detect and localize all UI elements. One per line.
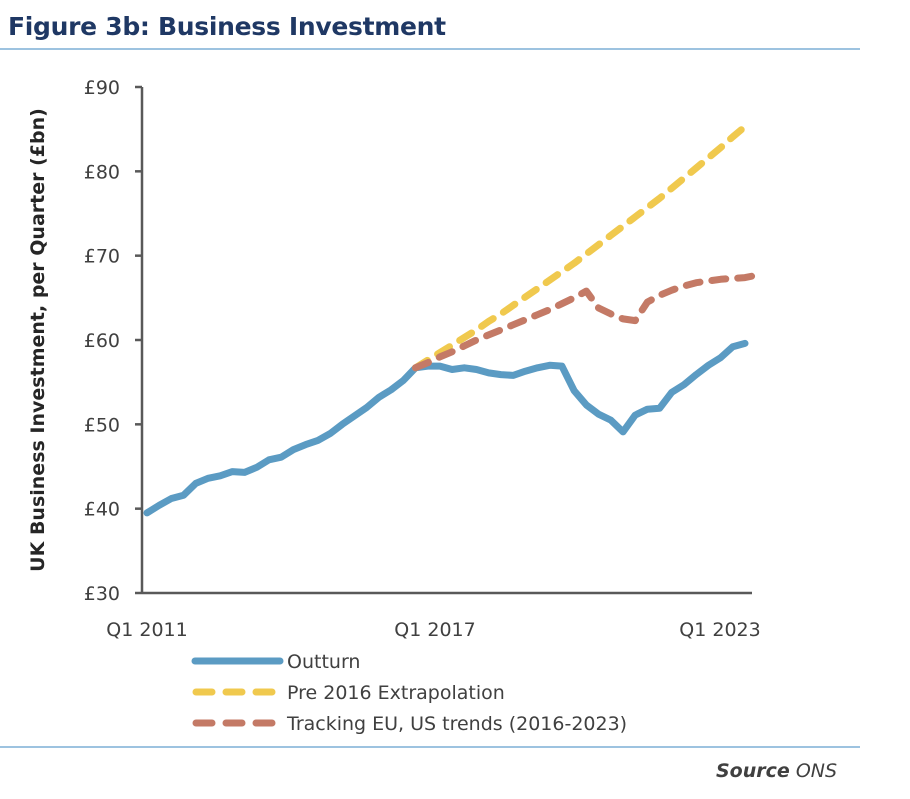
legend: Outturn Pre 2016 Extrapolation Tracking EU… (191, 651, 627, 735)
x-tick-label: Q1 2023 (679, 619, 760, 641)
y-tick-label: £60 (84, 330, 120, 352)
footer-rule (0, 746, 860, 748)
legend-label: Pre 2016 Extrapolation (287, 682, 505, 704)
legend-label: Tracking EU, US trends (2016-2023) (286, 713, 627, 735)
y-axis: £30 £40 £50 £60 £70 £80 £90 (84, 77, 144, 605)
series-line-extrapolation (412, 123, 749, 372)
title-rule (0, 48, 860, 50)
x-tick-label: Q1 2017 (394, 619, 475, 641)
y-axis-title: UK Business Investment, per Quarter (£bn… (27, 108, 49, 572)
figure-title: Figure 3b: Business Investment (8, 12, 446, 41)
legend-label: Outturn (287, 651, 360, 673)
x-tick-label: Q1 2011 (106, 619, 187, 641)
series-line-tracking (412, 271, 761, 372)
y-tick-label: £90 (84, 77, 120, 99)
y-tick-label: £70 (84, 246, 120, 268)
y-tick-label: £80 (84, 161, 120, 183)
x-axis: Q1 2011 Q1 2017 Q1 2023 (106, 591, 761, 641)
source-value: ONS (795, 760, 838, 782)
y-tick-label: £40 (84, 499, 120, 521)
y-tick-label: £50 (84, 414, 120, 436)
source-note: Source ONS (716, 760, 837, 782)
y-tick-label: £30 (84, 583, 120, 605)
series-line-outturn (143, 339, 749, 517)
source-label: Source (716, 760, 790, 782)
series-layer (143, 123, 761, 517)
